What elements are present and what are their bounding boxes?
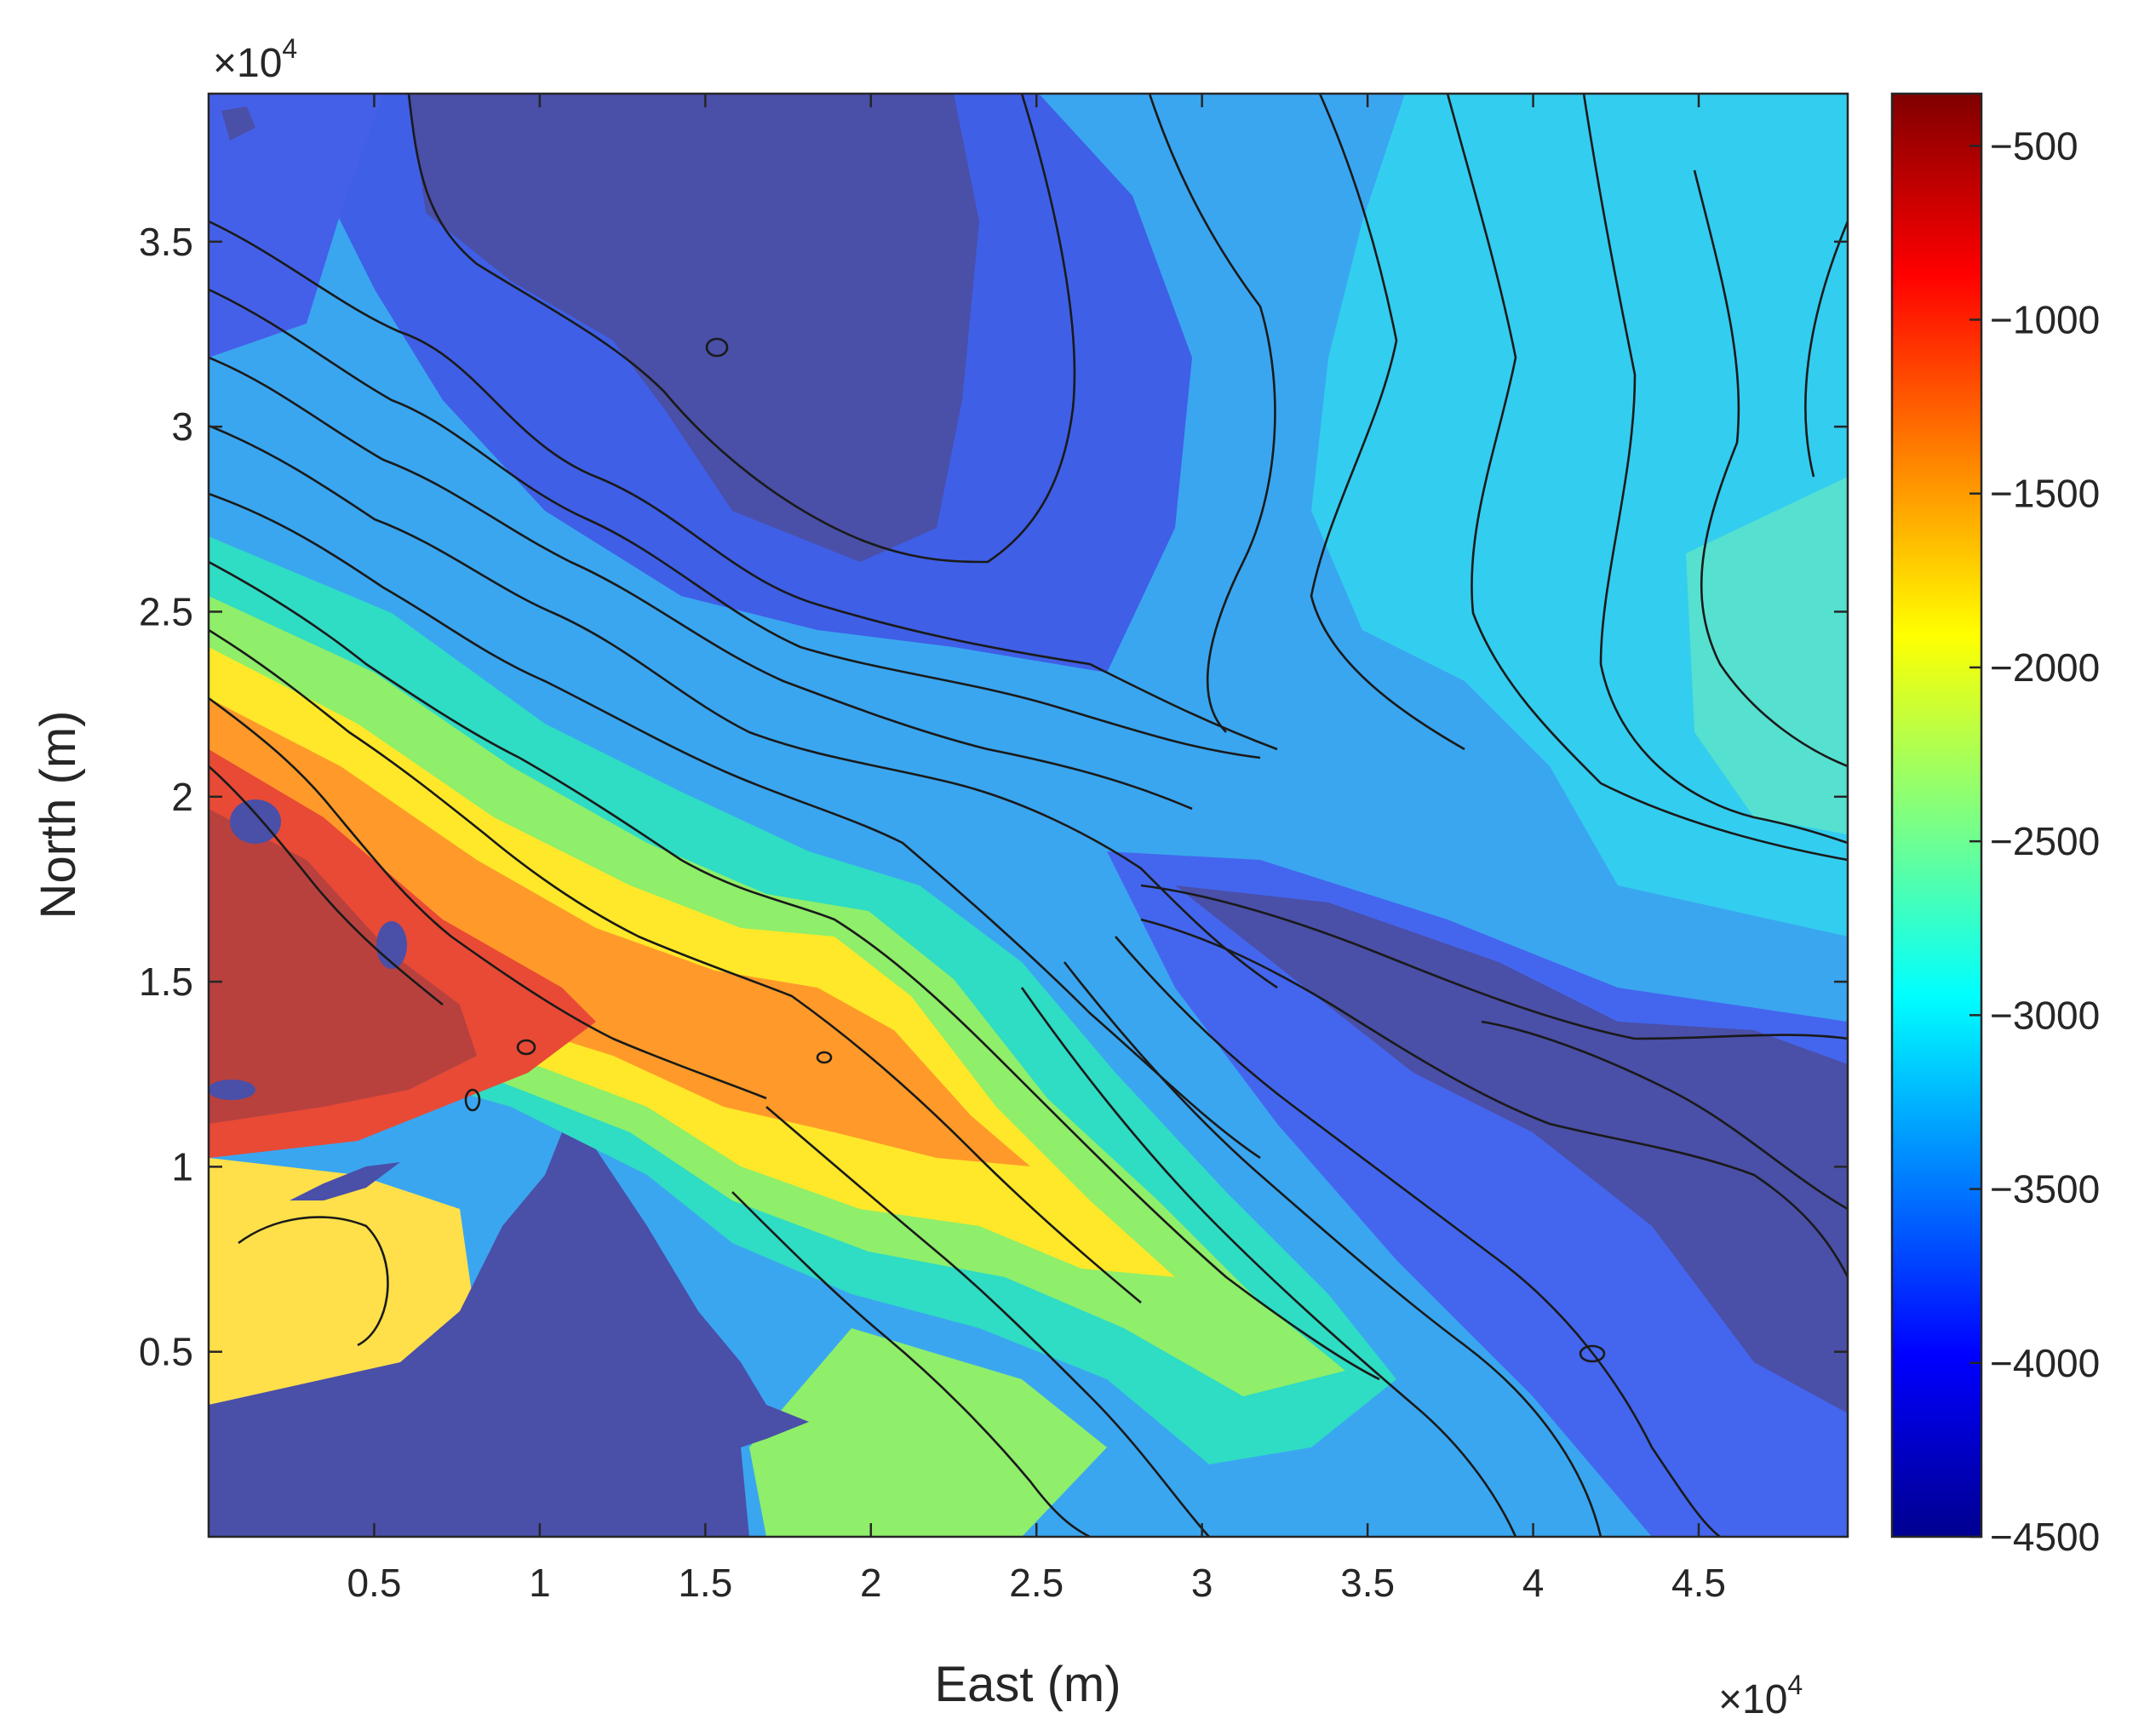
x-tick-label: 2.5 — [1009, 1561, 1064, 1605]
y-tick-label: 0.5 — [139, 1330, 193, 1374]
x-tick-label: 0.5 — [347, 1561, 401, 1605]
colorbar — [1890, 92, 1983, 1538]
colorbar-tick-label: −1000 — [1990, 297, 2100, 341]
x-tick-label: 4.5 — [1671, 1561, 1726, 1605]
colorbar-tick-label: −3000 — [1990, 993, 2100, 1037]
colorbar-ticks: −500 −1000 −1500 −2000 −2500 −3000 −3500 −4000 −… — [1969, 123, 2100, 1559]
y-multiplier-exponent: 4 — [282, 33, 297, 64]
x-multiplier-base: ×10 — [1718, 1677, 1787, 1722]
colorbar-tick-label: −3500 — [1990, 1167, 2100, 1212]
x-tick-label: 1.5 — [678, 1561, 732, 1605]
x-multiplier-exponent: 4 — [1787, 1670, 1803, 1700]
colorbar-tick-label: −500 — [1990, 123, 2078, 168]
y-tick-label: 3 — [171, 404, 193, 449]
y-axis-label: North (m) — [31, 711, 86, 920]
depth-surface — [209, 94, 1848, 1537]
colorbar-tick-label: −4000 — [1990, 1341, 2100, 1385]
y-tick-label: 1 — [171, 1144, 193, 1189]
colorbar-tick-label: −2000 — [1990, 645, 2100, 690]
y-axis-ticks: 0.5 1 1.5 2 2.5 3 3.5 — [139, 220, 1848, 1374]
y-axis-multiplier: ×104 — [213, 33, 297, 86]
x-tick-label: 3 — [1191, 1561, 1213, 1605]
y-tick-label: 1.5 — [139, 960, 193, 1004]
colorbar-tick-label: −1500 — [1990, 472, 2100, 516]
colorbar-tick-label: −4500 — [1990, 1515, 2100, 1559]
plot-frame — [207, 92, 1849, 1538]
x-tick-label: 3.5 — [1340, 1561, 1395, 1605]
x-axis-ticks: 0.5 1 1.5 2 2.5 3 3.5 4 4.5 — [347, 94, 1726, 1605]
x-tick-label: 1 — [529, 1561, 551, 1605]
y-multiplier-base: ×10 — [213, 41, 282, 86]
colorbar-tick-label: −2500 — [1990, 819, 2100, 863]
x-tick-label: 2 — [860, 1561, 882, 1605]
y-tick-label: 2 — [171, 775, 193, 819]
y-tick-label: 3.5 — [139, 220, 193, 264]
x-axis-multiplier: ×104 — [1718, 1670, 1803, 1722]
x-axis-label: East (m) — [934, 1657, 1121, 1712]
y-tick-label: 2.5 — [139, 589, 193, 633]
x-tick-label: 4 — [1522, 1561, 1545, 1605]
